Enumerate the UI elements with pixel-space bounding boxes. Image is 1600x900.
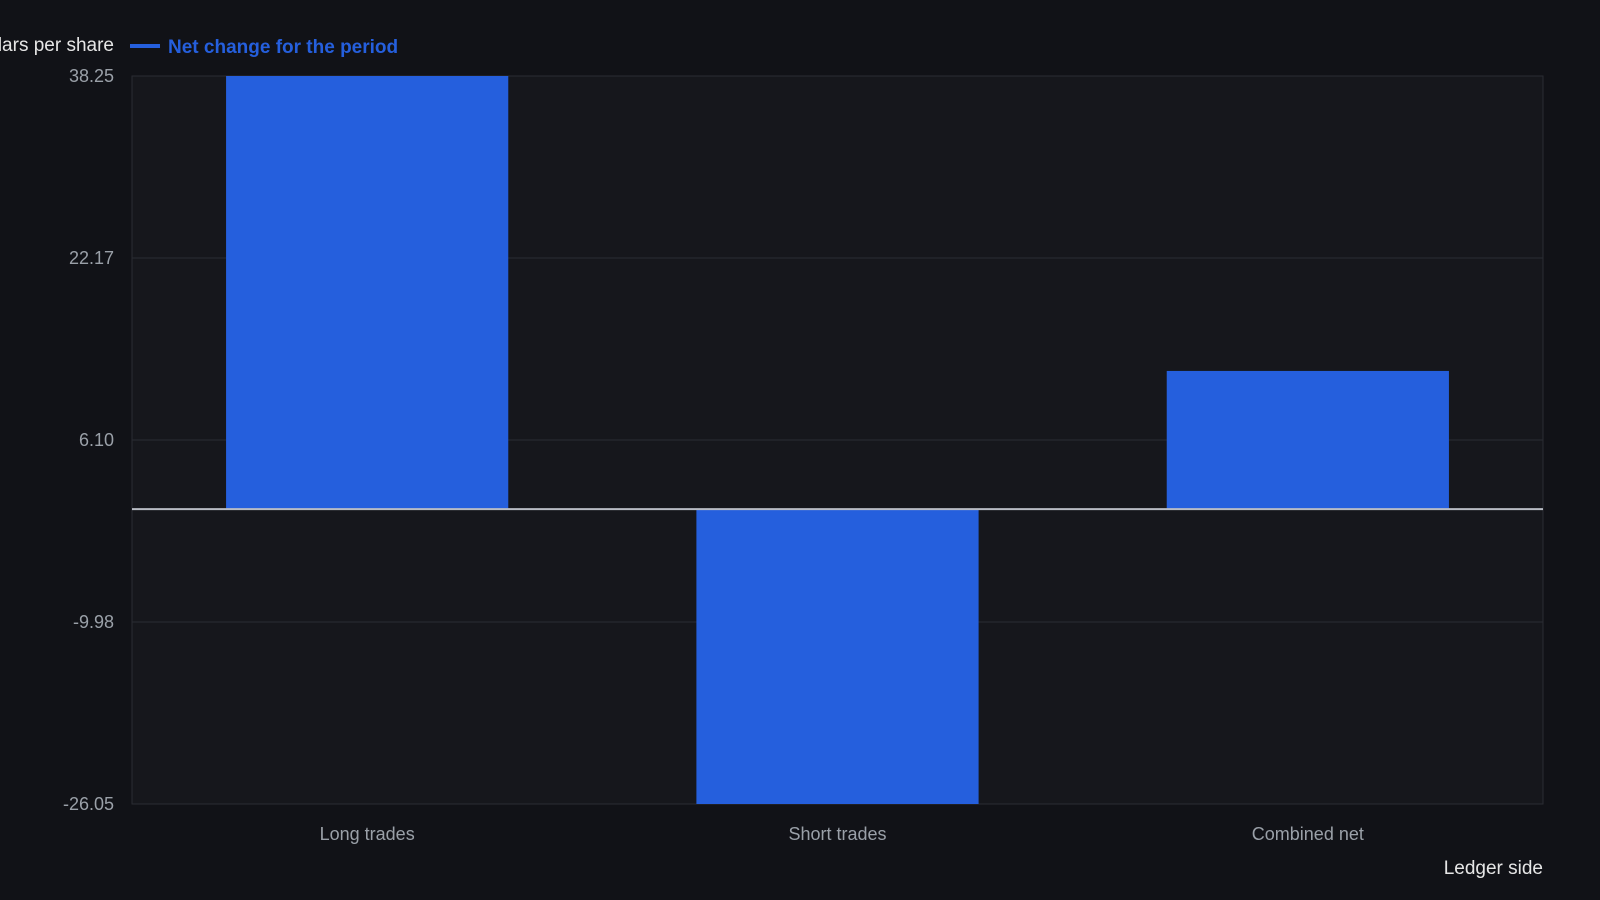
bars bbox=[226, 76, 1449, 804]
y-tick-label: 22.17 bbox=[69, 248, 114, 268]
x-tick-label: Long trades bbox=[320, 824, 415, 844]
x-tick-label: Short trades bbox=[788, 824, 886, 844]
y-tick-label: 38.25 bbox=[69, 66, 114, 86]
x-axis-ticks: Long trades Short trades Combined net bbox=[320, 824, 1364, 844]
y-tick-label: 6.10 bbox=[79, 430, 114, 450]
x-tick-label: Combined net bbox=[1252, 824, 1364, 844]
bar-combined-net bbox=[1166, 370, 1449, 510]
y-axis-ticks: 38.25 22.17 6.10 -9.98 -26.05 bbox=[63, 66, 114, 814]
y-tick-label: -9.98 bbox=[73, 612, 114, 632]
bar-short-trades bbox=[696, 509, 979, 804]
y-tick-label: -26.05 bbox=[63, 794, 114, 814]
legend: Net change for the period bbox=[130, 37, 398, 58]
x-axis-title: Ledger side bbox=[1444, 858, 1543, 879]
y-axis-title: dollars per share bbox=[0, 35, 114, 56]
bar-long-trades bbox=[226, 76, 509, 510]
legend-label: Net change for the period bbox=[168, 37, 398, 58]
